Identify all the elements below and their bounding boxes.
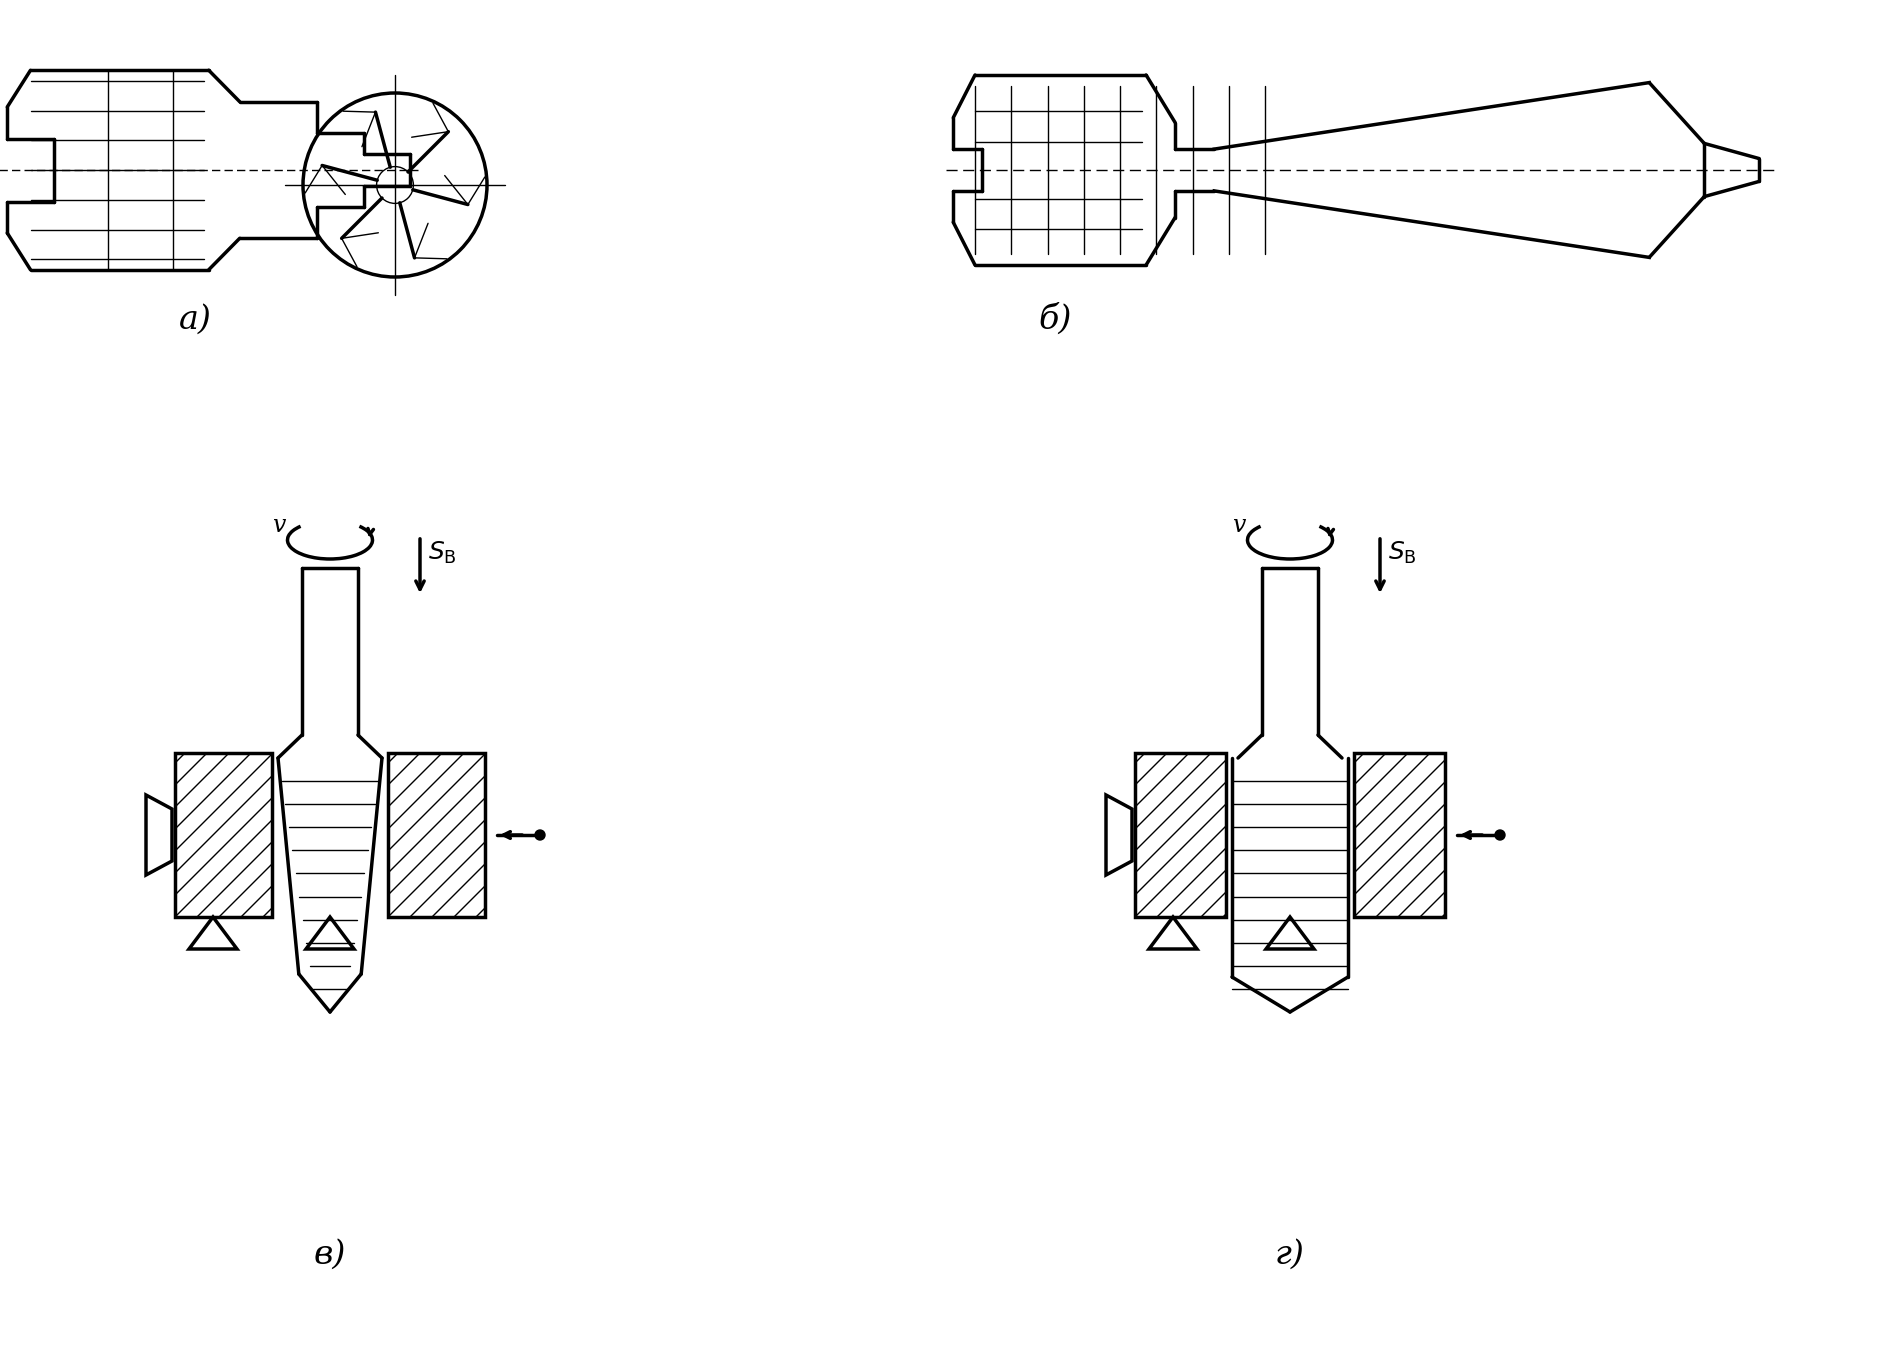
Bar bbox=[175, 753, 273, 917]
Text: в): в) bbox=[314, 1239, 346, 1271]
Bar bbox=[387, 753, 485, 917]
Text: б): б) bbox=[1038, 304, 1072, 336]
Text: $S_{\rm B}$: $S_{\rm B}$ bbox=[1387, 541, 1418, 566]
Circle shape bbox=[536, 830, 545, 839]
Text: v: v bbox=[1231, 515, 1245, 536]
Text: г): г) bbox=[1275, 1239, 1305, 1271]
Text: v: v bbox=[273, 515, 286, 536]
Text: $S_{\rm B}$: $S_{\rm B}$ bbox=[429, 541, 457, 566]
Bar bbox=[1136, 753, 1226, 917]
Circle shape bbox=[1495, 830, 1506, 839]
Bar bbox=[1354, 753, 1446, 917]
Text: а): а) bbox=[179, 304, 211, 336]
